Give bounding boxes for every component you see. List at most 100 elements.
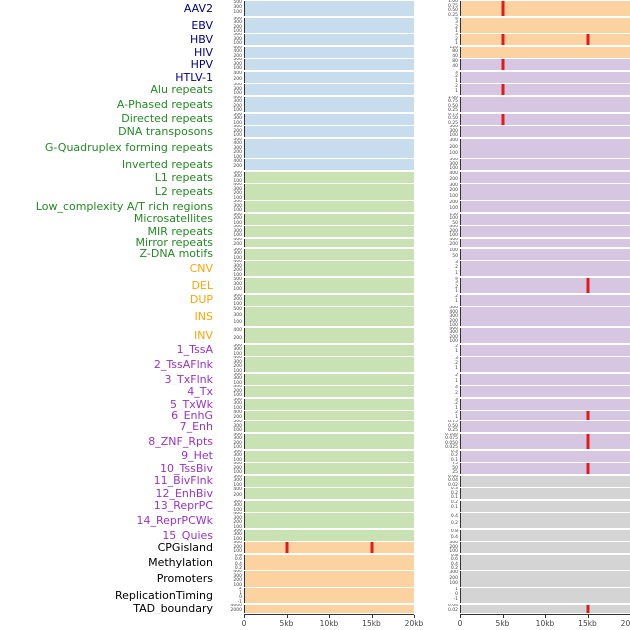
y-tick-label: -1: [237, 599, 243, 604]
y-tick-label: -1: [453, 597, 459, 603]
y-tick-label: 200: [449, 200, 458, 206]
column-gap: [414, 450, 422, 463]
y-tick-label: 500: [233, 343, 242, 348]
track-row: HIV 600 400 200 120 80 40: [0, 46, 630, 59]
track-panel-right: [460, 475, 630, 487]
y-tick-label: 300: [233, 376, 242, 382]
y-tick-label: 1.00: [447, 95, 458, 100]
y-tick-label: 300: [449, 138, 458, 144]
y-tick-label: 100: [233, 582, 242, 588]
y-tick-label: 200: [233, 388, 242, 394]
y-tick-label: 300: [233, 453, 242, 459]
x-tick-label: 20kb: [404, 619, 424, 628]
x-tick-label: 15kb: [578, 619, 597, 628]
y-tick-label: 300: [233, 20, 242, 26]
track-row: AAV2 500 300 100 1.00 0.75 0.50 0.25: [0, 0, 630, 17]
y-tick-label: 100: [233, 29, 242, 34]
y-tick-label: 400: [233, 410, 242, 415]
feature-marker: [501, 84, 505, 96]
y-tick-label: 200: [233, 465, 242, 471]
y-axis-left: 500 300 100: [218, 200, 244, 213]
y-tick-label: 1: [455, 89, 458, 95]
track-rows: AAV2 500 300 100 1.00 0.75 0.50 0.25 EBV 400 300 20…: [0, 0, 630, 614]
track-panel-left: [244, 421, 414, 433]
track-panel-right: [460, 373, 630, 385]
y-tick-label: 2000: [230, 608, 242, 614]
y-tick-label: 100: [233, 393, 242, 398]
y-axis-right: 0.04 0.02: [422, 604, 460, 614]
y-tick-label: 3: [455, 397, 458, 402]
column-gap: [414, 83, 422, 96]
column-gap: [414, 200, 422, 213]
track-label: Microsatellites: [133, 212, 213, 226]
track-panel-left: [244, 500, 414, 512]
column-gap: [414, 46, 422, 59]
track-panel-left: [244, 450, 414, 462]
track-row: A-Phased repeats 400 300 200 100 1.00 0.75 0.50…: [0, 96, 630, 113]
y-tick-label: 100: [233, 524, 242, 529]
track-panel-left: [244, 238, 414, 248]
y-tick-label: 0.75: [447, 3, 458, 9]
feature-marker: [586, 34, 590, 46]
y-tick-label: 500: [233, 170, 242, 175]
track-row: TAD_boundary 4000 2000 0.04 0.02: [0, 604, 630, 614]
y-tick-label: 0.75: [447, 99, 458, 105]
y-tick-label: 100: [449, 323, 458, 327]
y-tick-label: 0.50: [447, 116, 458, 122]
y-tick-label: 0.2: [450, 520, 458, 526]
y-tick-label: 100: [449, 216, 458, 222]
y-tick-label: 400: [233, 49, 242, 55]
y-tick-label: 100: [233, 208, 242, 213]
y-tick-label: 0.3: [450, 449, 458, 454]
track-panel-right: [460, 554, 630, 570]
track-row: INV 400 200 400 300 200 100: [0, 327, 630, 344]
y-tick-label: 300: [233, 385, 242, 390]
track-label: INS: [194, 309, 213, 323]
track-panel-left: [244, 226, 414, 238]
y-tick-label: 300: [233, 125, 242, 130]
track-panel-right: [460, 488, 630, 500]
track-row: G-Quadruplex forming repeats 500 400 300 200…: [0, 138, 630, 158]
y-tick-label: 400: [233, 237, 242, 242]
track-panel-right: [460, 171, 630, 183]
track-panel-right: [460, 113, 630, 125]
y-tick-label: 100: [449, 233, 458, 238]
track-panel-left: [244, 373, 414, 385]
feature-marker: [586, 411, 590, 420]
y-tick-label: 0.50: [447, 103, 458, 109]
track-panel-left: [244, 171, 414, 183]
track-row: HPV 500 300 100 80 40: [0, 58, 630, 71]
column-gap: [414, 327, 422, 344]
column-gap: [414, 113, 422, 126]
y-tick-label: 200: [233, 544, 242, 550]
y-axis-left: 400 200: [218, 410, 244, 420]
track-panel-right: [460, 571, 630, 587]
track-label: Methylation: [148, 555, 213, 569]
y-tick-label: 100: [449, 247, 458, 253]
y-axis-left: 500 300 100: [218, 450, 244, 463]
y-tick-label: 2: [455, 24, 458, 30]
y-tick-label: 300: [449, 541, 458, 546]
track-row: DUP 300 200 100 2 1: [0, 294, 630, 307]
y-tick-label: 200: [233, 76, 242, 82]
y-tick-label: 100: [449, 166, 458, 171]
y-tick-label: 2: [455, 391, 458, 397]
y-tick-label: 200: [449, 544, 458, 550]
y-tick-label: 100: [233, 255, 242, 261]
track-label: HTLV-1: [175, 70, 213, 84]
y-tick-label: 100: [233, 380, 242, 386]
y-tick-label: 100: [449, 339, 458, 344]
x-tick-label: 10kb: [535, 619, 555, 628]
y-tick-label: 100: [233, 91, 242, 96]
track-panel-right: [460, 96, 630, 113]
track-row: 3_TxFlnk 500 300 100 2 1: [0, 373, 630, 386]
y-tick-label: 100: [233, 319, 242, 325]
track-label: TAD_boundary: [133, 603, 213, 614]
track-panel-right: [460, 500, 630, 512]
y-axis-left: 400 200: [218, 71, 244, 84]
y-axis-left: 400 300 200 100: [218, 260, 244, 277]
track-panel-right: [460, 542, 630, 554]
y-tick-label: 1: [455, 366, 458, 372]
